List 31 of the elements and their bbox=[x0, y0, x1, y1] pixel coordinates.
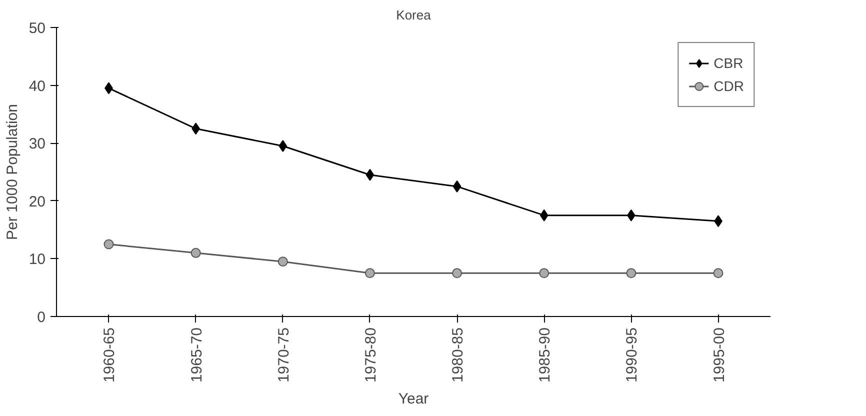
point bbox=[278, 256, 288, 267]
point bbox=[364, 268, 375, 278]
x-tick-label: 1975-80 bbox=[362, 327, 380, 383]
point bbox=[713, 268, 724, 278]
y-tick-label: 20 bbox=[28, 193, 46, 210]
x-tick-label: 1995-00 bbox=[710, 327, 728, 383]
point bbox=[104, 239, 114, 250]
y-axis-title: Per 1000 Population bbox=[4, 104, 21, 240]
x-tick-label: 1990-95 bbox=[624, 327, 641, 383]
y-tick-label: 50 bbox=[28, 20, 46, 37]
y-tick-label: 10 bbox=[28, 251, 46, 268]
point bbox=[452, 180, 462, 192]
point bbox=[539, 268, 550, 278]
y-tick-label: 0 bbox=[37, 309, 46, 326]
legend-label: CBR bbox=[714, 55, 744, 71]
chart-title: Korea bbox=[396, 8, 432, 22]
x-tick-label: 1960-65 bbox=[101, 327, 118, 383]
x-tick-label: 1965-70 bbox=[188, 327, 206, 383]
x-tick-label: 1980-85 bbox=[450, 327, 467, 383]
point bbox=[366, 168, 374, 181]
point bbox=[626, 268, 636, 278]
y-tick-label: 40 bbox=[28, 78, 46, 95]
point bbox=[452, 268, 462, 278]
point bbox=[278, 140, 288, 152]
x-axis-title: Year bbox=[398, 390, 429, 408]
point bbox=[190, 248, 201, 258]
x-tick-label: 1970-75 bbox=[275, 327, 292, 383]
legend-label: CDR bbox=[714, 78, 744, 94]
point bbox=[540, 209, 548, 222]
x-tick-label: 1985-90 bbox=[536, 327, 554, 383]
y-tick-label: 30 bbox=[28, 136, 46, 153]
